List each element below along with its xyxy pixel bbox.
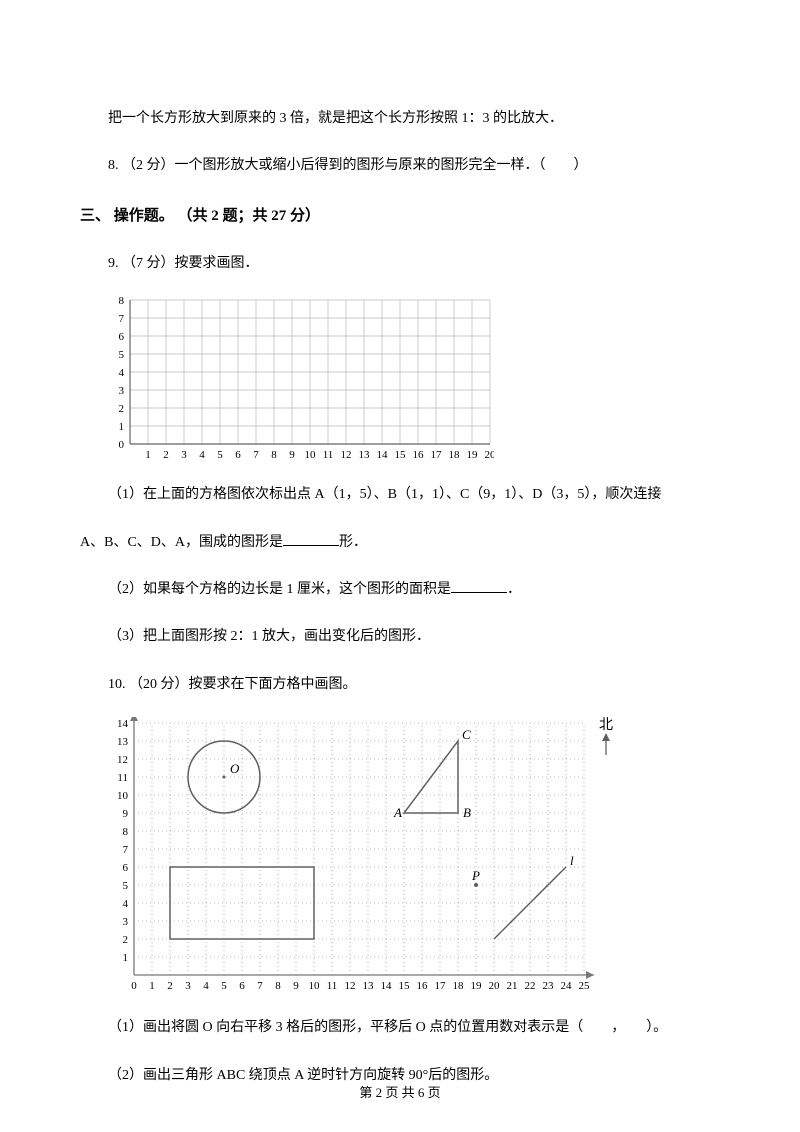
svg-text:4: 4 [119,367,125,379]
svg-text:7: 7 [119,313,125,325]
svg-text:13: 13 [359,449,371,461]
svg-text:2: 2 [123,934,129,946]
svg-text:8: 8 [123,826,129,838]
svg-text:C: C [462,727,471,742]
svg-text:8: 8 [119,296,125,307]
svg-text:13: 13 [363,980,375,992]
q9-sub1b: A、B、C、D、A，围成的图形是 形． [80,528,720,557]
svg-text:3: 3 [119,385,125,397]
page: 把一个长方形放大到原来的 3 倍，就是把这个长方形按照 1：3 的比放大． 8.… [0,0,800,1132]
svg-text:6: 6 [239,980,245,992]
q9-1c: 形． [339,535,367,550]
svg-text:9: 9 [293,980,299,992]
svg-text:1: 1 [145,449,151,461]
svg-text:12: 12 [345,980,356,992]
q9-sub2: （2）如果每个方格的边长是 1 厘米，这个图形的面积是 ． [80,575,720,604]
svg-text:A: A [393,805,402,820]
svg-text:15: 15 [395,449,407,461]
svg-text:4: 4 [123,898,129,910]
svg-text:12: 12 [341,449,352,461]
svg-text:7: 7 [253,449,259,461]
svg-text:16: 16 [417,980,429,992]
q8: 8. （2 分）一个图形放大或缩小后得到的图形与原来的图形完全一样．（ ） [80,151,720,180]
svg-text:21: 21 [507,980,518,992]
svg-text:14: 14 [381,980,393,992]
svg-text:9: 9 [123,808,129,820]
svg-text:10: 10 [309,980,321,992]
q10-sub1: （1）画出将圆 O 向右平移 3 格后的图形，平移后 O 点的位置用数对表示是（… [80,1013,720,1042]
svg-text:19: 19 [467,449,479,461]
svg-text:24: 24 [561,980,573,992]
grid-svg-1: 0123456781234567891011121314151617181920 [108,296,494,462]
svg-text:16: 16 [413,449,425,461]
blank-1 [283,531,339,546]
svg-text:7: 7 [123,844,129,856]
svg-text:8: 8 [271,449,277,461]
svg-text:7: 7 [257,980,263,992]
q9-2a: （2）如果每个方格的边长是 1 厘米，这个图形的面积是 [108,582,451,597]
svg-text:5: 5 [123,880,129,892]
svg-text:P: P [471,868,480,883]
svg-text:2: 2 [167,980,173,992]
svg-text:14: 14 [117,718,129,730]
svg-text:11: 11 [117,772,128,784]
grid-chart-2: 1234567891011121314012345678910111213141… [108,717,720,995]
section-heading: 三、 操作题。 （共 2 题；共 27 分） [80,201,720,231]
svg-text:23: 23 [543,980,555,992]
svg-text:13: 13 [117,736,129,748]
svg-text:20: 20 [485,449,495,461]
q9-1a: （1）在上面的方格图依次标出点 A（1，5）、B（1，1）、C（9，1）、D（3… [108,487,661,502]
q9-sub3: （3）把上面图形按 2：1 放大，画出变化后的图形． [80,622,720,651]
svg-text:北: 北 [599,717,613,733]
svg-text:3: 3 [181,449,187,461]
svg-text:8: 8 [275,980,281,992]
svg-text:5: 5 [217,449,223,461]
svg-text:14: 14 [377,449,389,461]
svg-text:6: 6 [123,862,129,874]
svg-text:1: 1 [119,421,125,433]
svg-text:22: 22 [525,980,536,992]
svg-text:19: 19 [471,980,483,992]
q9-2b: ． [507,582,521,597]
svg-text:5: 5 [221,980,227,992]
page-footer: 第 2 页 共 6 页 [0,1083,800,1103]
svg-text:5: 5 [119,349,125,361]
svg-text:0: 0 [119,439,125,451]
blank-2 [451,578,507,593]
svg-text:1: 1 [123,952,129,964]
svg-text:11: 11 [323,449,334,461]
svg-text:18: 18 [449,449,461,461]
svg-text:l: l [570,853,574,868]
svg-text:O: O [230,761,240,776]
grid-svg-2: 1234567891011121314012345678910111213141… [108,717,620,995]
grid-chart-1: 0123456781234567891011121314151617181920 [108,296,720,462]
svg-text:10: 10 [117,790,129,802]
svg-text:2: 2 [163,449,169,461]
svg-text:15: 15 [399,980,411,992]
svg-text:4: 4 [199,449,205,461]
svg-text:4: 4 [203,980,209,992]
q9: 9. （7 分）按要求画图． [80,249,720,278]
svg-text:17: 17 [431,449,443,461]
svg-text:12: 12 [117,754,128,766]
q10: 10. （20 分）按要求在下面方格中画图。 [80,670,720,699]
svg-text:6: 6 [119,331,125,343]
svg-text:B: B [463,805,471,820]
svg-text:3: 3 [123,916,129,928]
svg-text:2: 2 [119,403,125,415]
svg-text:25: 25 [579,980,591,992]
svg-text:11: 11 [327,980,338,992]
svg-text:17: 17 [435,980,447,992]
svg-text:1: 1 [149,980,155,992]
svg-text:9: 9 [289,449,295,461]
svg-text:0: 0 [131,980,137,992]
svg-text:20: 20 [489,980,501,992]
svg-text:10: 10 [305,449,317,461]
intro-text: 把一个长方形放大到原来的 3 倍，就是把这个长方形按照 1：3 的比放大． [80,104,720,133]
svg-text:3: 3 [185,980,191,992]
svg-text:6: 6 [235,449,241,461]
q9-1b-text: A、B、C、D、A，围成的图形是 [80,535,283,550]
svg-text:18: 18 [453,980,465,992]
q9-sub1: （1）在上面的方格图依次标出点 A（1，5）、B（1，1）、C（9，1）、D（3… [80,480,720,509]
